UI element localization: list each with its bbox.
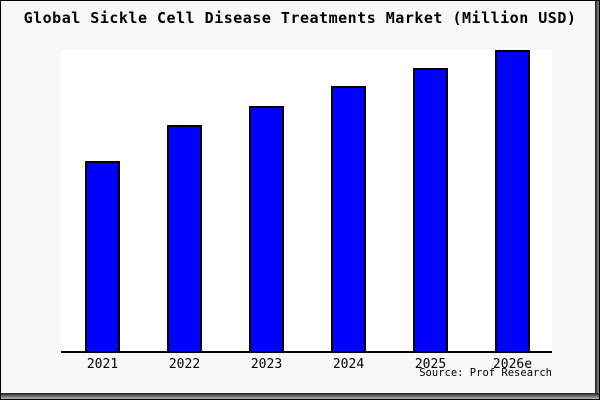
bar-2025 (413, 68, 448, 351)
bar-2021 (85, 161, 120, 351)
x-tick-label: 2023 (250, 357, 283, 372)
source-credit: Source: Prof Research (419, 367, 552, 379)
bar-2024 (331, 86, 366, 351)
x-tick-label: 2022 (168, 357, 201, 372)
shadow-right-edge (595, 1, 599, 399)
plot-area (61, 50, 552, 353)
bar-2022 (167, 125, 202, 351)
chart-title: Global Sickle Cell Disease Treatments Ma… (23, 9, 577, 27)
shadow-bottom-edge (1, 393, 599, 399)
bar-2026e (495, 50, 530, 351)
x-tick-label: 2021 (86, 357, 119, 372)
bar-2023 (249, 106, 284, 351)
x-tick-label: 2026e (492, 357, 533, 372)
x-tick-label: 2025 (414, 357, 447, 372)
x-tick-label: 2024 (332, 357, 365, 372)
